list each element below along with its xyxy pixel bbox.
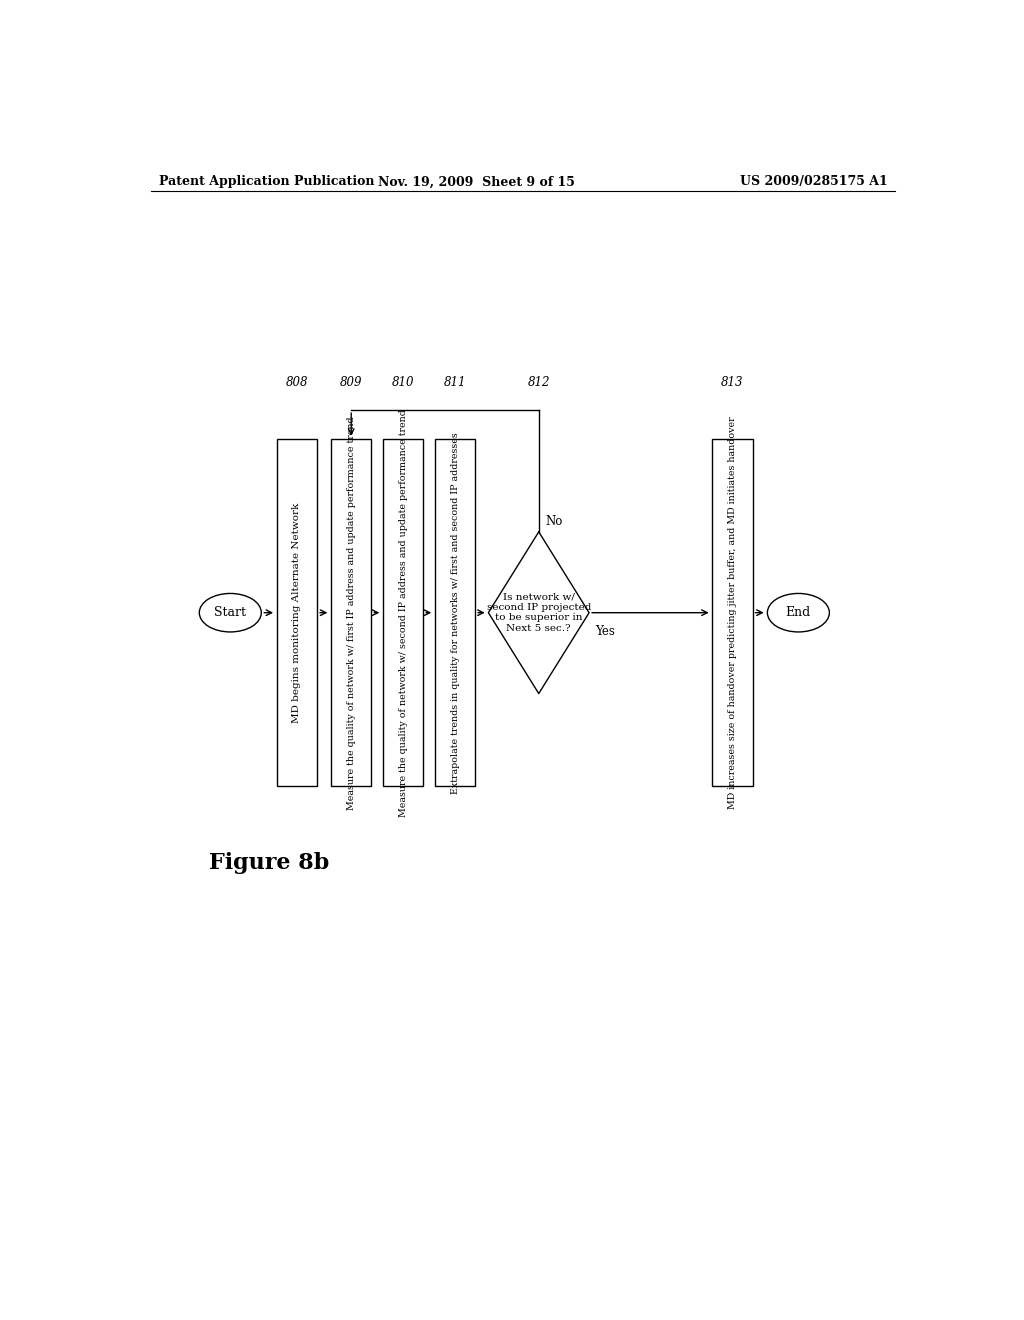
Text: Measure the quality of network w/ first IP address and update performance trend: Measure the quality of network w/ first … [347, 416, 355, 809]
FancyBboxPatch shape [435, 440, 475, 785]
Text: Start: Start [214, 606, 247, 619]
FancyBboxPatch shape [713, 440, 753, 785]
Ellipse shape [767, 594, 829, 632]
Text: Extrapolate trends in quality for networks w/ first and second IP addresses: Extrapolate trends in quality for networ… [451, 432, 460, 793]
Text: No: No [545, 515, 562, 528]
Text: Yes: Yes [595, 626, 615, 639]
Text: 810: 810 [392, 376, 415, 389]
Text: US 2009/0285175 A1: US 2009/0285175 A1 [739, 176, 888, 189]
Text: MD increases size of handover predicting jitter buffer, and MD initiates handove: MD increases size of handover predicting… [728, 416, 737, 809]
Text: Figure 8b: Figure 8b [209, 851, 330, 874]
Ellipse shape [200, 594, 261, 632]
FancyBboxPatch shape [276, 440, 317, 785]
Text: 813: 813 [721, 376, 743, 389]
FancyBboxPatch shape [383, 440, 423, 785]
Text: Measure the quality of network w/ second IP address and update performance trend: Measure the quality of network w/ second… [398, 409, 408, 817]
Text: 811: 811 [443, 376, 466, 389]
Text: 808: 808 [286, 376, 308, 389]
Text: MD begins monitoring Alternate Network: MD begins monitoring Alternate Network [293, 503, 301, 723]
Text: 812: 812 [527, 376, 550, 389]
Text: Is network w/
second IP projected
to be superior in
Next 5 sec.?: Is network w/ second IP projected to be … [486, 593, 591, 632]
Text: End: End [785, 606, 811, 619]
Text: 809: 809 [340, 376, 362, 389]
Text: Nov. 19, 2009  Sheet 9 of 15: Nov. 19, 2009 Sheet 9 of 15 [378, 176, 575, 189]
FancyBboxPatch shape [331, 440, 372, 785]
Text: Patent Application Publication: Patent Application Publication [159, 176, 375, 189]
